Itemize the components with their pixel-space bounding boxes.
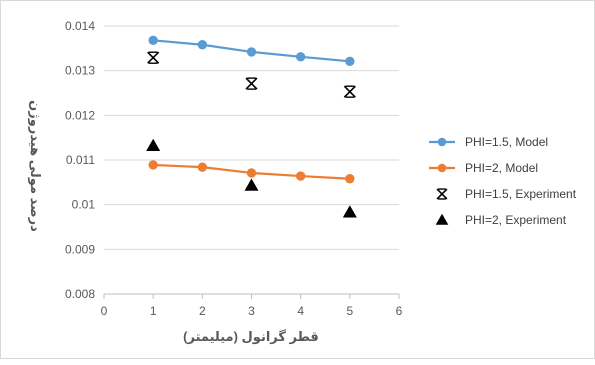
series-3 (147, 51, 356, 98)
y-tick-label: 0.009 (65, 242, 95, 256)
series-3-point (343, 85, 356, 98)
y-axis-label: درصد مولی هیدروژن (28, 100, 43, 232)
y-tick-label: 0.014 (65, 19, 95, 33)
series-2-point (246, 168, 257, 178)
plot-area (146, 35, 357, 218)
series-2-point (345, 174, 355, 184)
y-tick-label: 0.008 (65, 287, 95, 301)
grid-lines (104, 25, 399, 250)
series-2 (148, 160, 355, 184)
axes (103, 293, 400, 299)
series-2-point (197, 162, 208, 172)
series-1-point (148, 35, 158, 45)
y-tick-label: 0.012 (65, 108, 95, 122)
x-axis-label: قطر گرانول (میلیمتر) (183, 329, 319, 344)
series-3-point-stroke (147, 51, 160, 64)
legend-label: PHI=1.5, Experiment (465, 187, 577, 201)
x-tick-label: 5 (346, 304, 353, 318)
series-3-point-stroke (343, 85, 356, 98)
tick-labels: 0.008 0.009 0.01 0.011 0.012 0.013 0.014 0 1 2 3 4 5… (65, 19, 403, 318)
series-2-point (295, 171, 306, 181)
series-1-point (295, 52, 306, 62)
legend-entry: PHI=1.5, Model (429, 135, 548, 149)
series-3-point (147, 51, 160, 64)
x-tick-label: 0 (101, 304, 108, 318)
x-tick-label: 4 (297, 304, 304, 318)
x-tick-label: 1 (150, 304, 157, 318)
x-tick-label: 2 (199, 304, 206, 318)
series-4-point (146, 138, 161, 151)
legend-marker (436, 188, 448, 200)
series-1-point (246, 47, 257, 57)
series-4-point (244, 178, 259, 191)
legend-label: PHI=2, Experiment (465, 213, 567, 227)
series-1 (148, 35, 355, 66)
legend-entry: PHI=1.5, Experiment (436, 187, 577, 201)
legend-label: PHI=1.5, Model (465, 135, 548, 149)
legend-marker-stroke (436, 188, 448, 200)
series-2-point (148, 160, 158, 170)
series-1-point (345, 56, 355, 66)
series-3-point (245, 77, 258, 90)
y-tick-label: 0.01 (72, 198, 96, 212)
series-4 (146, 138, 357, 218)
y-tick-label: 0.013 (65, 64, 95, 78)
y-tick-label: 0.011 (66, 153, 95, 167)
legend-marker (437, 163, 447, 173)
legend-entry: PHI=2, Experiment (435, 213, 567, 227)
legend-label: PHI=2, Model (465, 161, 538, 175)
x-tick-label: 3 (248, 304, 255, 318)
legend-marker (435, 213, 449, 225)
legend-marker (437, 137, 447, 147)
x-tick-label: 6 (396, 304, 403, 318)
series-3-point-stroke (245, 77, 258, 90)
series-4-point (342, 205, 357, 218)
series-1-point (197, 40, 208, 50)
legend-entry: PHI=2, Model (429, 161, 538, 175)
legend: PHI=1.5, Model PHI=2, Model PHI=1.5, Exper… (429, 135, 577, 227)
